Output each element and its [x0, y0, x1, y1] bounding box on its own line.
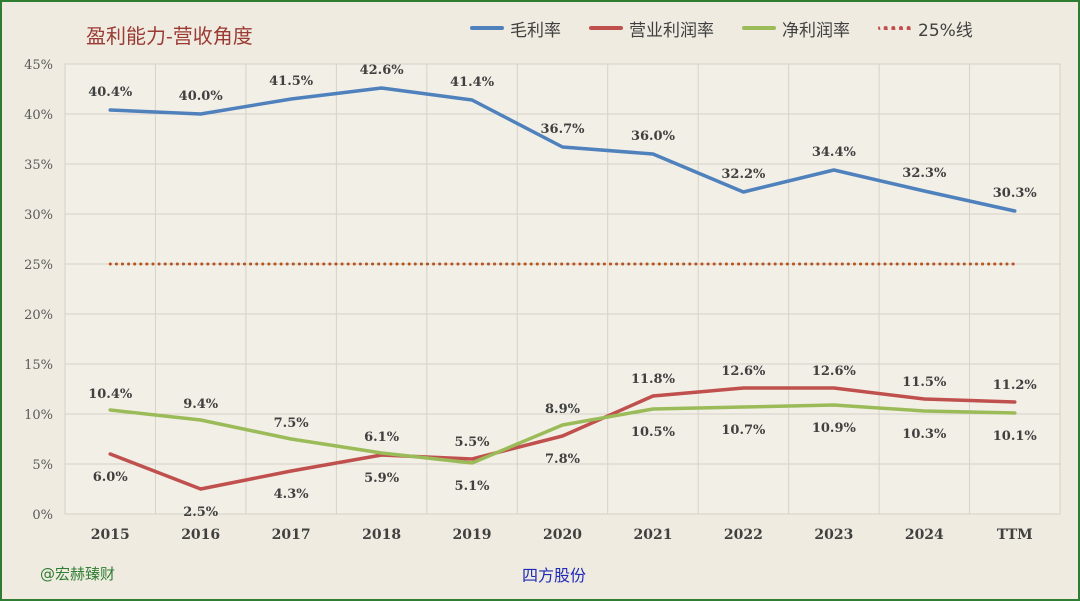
data-label-net-margin: 10.3%: [902, 427, 947, 442]
y-tick-label: 40%: [24, 108, 53, 123]
watermark: @宏赫臻财: [40, 565, 116, 583]
x-tick-label: 2017: [272, 527, 311, 543]
data-label-net-margin: 10.7%: [721, 423, 766, 438]
data-label-net-margin: 9.4%: [183, 397, 219, 412]
legend-label-25-line: 25%线: [918, 20, 973, 41]
legend-item-25-line: 25%线: [878, 16, 973, 41]
data-label-gross-margin: 40.4%: [88, 85, 133, 100]
x-tick-label: 2020: [543, 527, 582, 543]
data-label-operating-margin: 7.8%: [545, 452, 581, 467]
y-tick-label: 30%: [24, 208, 53, 223]
company-name: 四方股份: [522, 566, 587, 585]
data-label-gross-margin: 36.7%: [540, 122, 585, 137]
data-label-net-margin: 5.1%: [455, 479, 491, 494]
data-label-operating-margin: 6.0%: [93, 470, 129, 485]
data-label-operating-margin: 12.6%: [721, 364, 766, 379]
data-label-net-margin: 10.1%: [993, 429, 1038, 444]
legend-item-net-margin: 净利润率: [742, 16, 850, 41]
data-label-gross-margin: 42.6%: [360, 63, 405, 78]
data-label-operating-margin: 4.3%: [274, 487, 310, 502]
data-label-gross-margin: 30.3%: [993, 186, 1038, 201]
data-label-gross-margin: 32.3%: [902, 166, 947, 181]
plot-area: [64, 63, 1061, 515]
y-tick-label: 25%: [24, 258, 53, 273]
series-line-gross-margin: [108, 86, 1017, 213]
data-label-operating-margin: 11.2%: [993, 378, 1038, 393]
data-label-operating-margin: 12.6%: [812, 364, 857, 379]
x-tick-label: 2021: [633, 527, 672, 543]
x-tick-label: 2016: [181, 527, 220, 543]
x-tick-label: 2019: [453, 527, 492, 543]
legend-swatch-operating-margin: [589, 26, 623, 30]
data-label-net-margin: 10.4%: [88, 387, 133, 402]
data-label-net-margin: 8.9%: [545, 402, 581, 417]
y-tick-label: 5%: [32, 458, 53, 473]
data-label-gross-margin: 41.4%: [450, 75, 495, 90]
y-tick-label: 35%: [24, 158, 53, 173]
legend-label-operating-margin: 营业利润率: [629, 20, 714, 41]
data-label-gross-margin: 36.0%: [631, 129, 676, 144]
data-label-gross-margin: 32.2%: [721, 167, 766, 182]
y-tick-label: 0%: [32, 508, 53, 523]
data-label-net-margin: 6.1%: [364, 430, 400, 445]
x-tick-label: 2022: [724, 527, 763, 543]
y-tick-label: 10%: [24, 408, 53, 423]
y-tick-label: 45%: [24, 58, 53, 73]
series-line-net-margin: [108, 403, 1017, 465]
data-label-operating-margin: 5.9%: [364, 471, 400, 486]
y-tick-label: 20%: [24, 308, 53, 323]
legend-swatch-net-margin: [742, 26, 776, 30]
data-label-net-margin: 10.9%: [812, 421, 857, 436]
data-label-gross-margin: 41.5%: [269, 74, 314, 89]
data-label-operating-margin: 11.8%: [631, 372, 676, 387]
chart-title: 盈利能力-营收角度: [86, 24, 253, 48]
data-label-gross-margin: 34.4%: [812, 145, 857, 160]
y-tick-label: 15%: [24, 358, 53, 373]
legend-item-operating-margin: 营业利润率: [589, 16, 714, 41]
data-label-operating-margin: 11.5%: [902, 375, 947, 390]
x-tick-label: 2018: [362, 527, 401, 543]
x-tick-label: TTM: [997, 527, 1033, 543]
data-label-operating-margin: 5.5%: [455, 435, 491, 450]
legend-item-gross-margin: 毛利率: [470, 16, 561, 41]
data-label-net-margin: 7.5%: [274, 416, 310, 431]
legend: 毛利率 营业利润率 净利润率 25%线: [470, 15, 973, 41]
data-label-gross-margin: 40.0%: [179, 89, 224, 104]
legend-swatch-25-line: [878, 26, 912, 30]
x-tick-label: 2024: [905, 527, 944, 543]
data-label-operating-margin: 2.5%: [183, 505, 219, 520]
legend-swatch-gross-margin: [470, 26, 504, 30]
legend-label-gross-margin: 毛利率: [510, 20, 561, 41]
series-line-operating-margin: [108, 386, 1017, 491]
x-tick-label: 2023: [814, 527, 853, 543]
x-tick-label: 2015: [91, 527, 130, 543]
data-label-net-margin: 10.5%: [631, 425, 676, 440]
legend-label-net-margin: 净利润率: [782, 20, 850, 41]
